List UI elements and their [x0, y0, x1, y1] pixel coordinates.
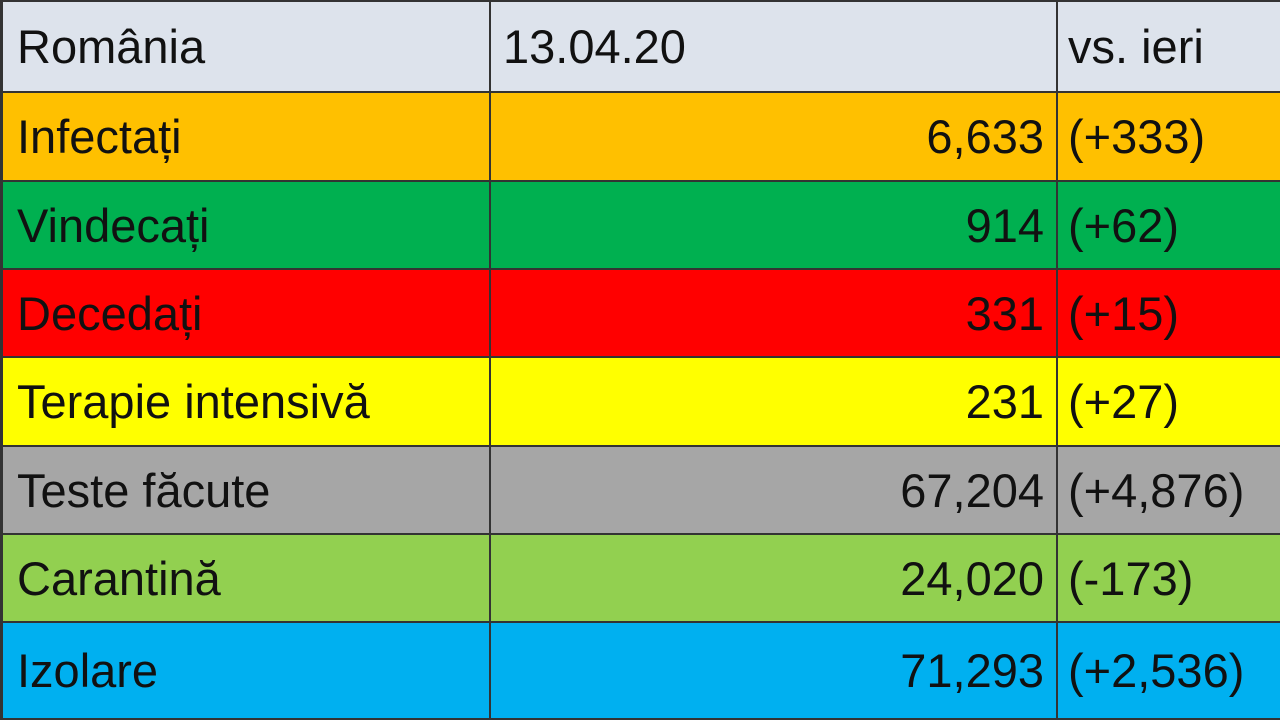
- row-value: 6,633: [491, 93, 1058, 182]
- row-change: (-173): [1058, 535, 1280, 623]
- row-label: Izolare: [0, 623, 491, 720]
- row-change: (+2,536): [1058, 623, 1280, 720]
- header-cell: România: [0, 0, 491, 93]
- row-label: Decedați: [0, 270, 491, 358]
- row-value: 67,204: [491, 447, 1058, 535]
- row-change: (+62): [1058, 182, 1280, 270]
- row-value: 24,020: [491, 535, 1058, 623]
- row-change: (+27): [1058, 358, 1280, 447]
- row-change: (+333): [1058, 93, 1280, 182]
- row-label: Terapie intensivă: [0, 358, 491, 447]
- row-label: Infectați: [0, 93, 491, 182]
- row-value: 331: [491, 270, 1058, 358]
- row-value: 71,293: [491, 623, 1058, 720]
- row-change: (+15): [1058, 270, 1280, 358]
- row-value: 914: [491, 182, 1058, 270]
- row-change: (+4,876): [1058, 447, 1280, 535]
- row-label: Carantină: [0, 535, 491, 623]
- row-label: Teste făcute: [0, 447, 491, 535]
- header-cell: 13.04.20: [491, 0, 1058, 93]
- header-cell: vs. ieri: [1058, 0, 1280, 93]
- row-label: Vindecați: [0, 182, 491, 270]
- row-value: 231: [491, 358, 1058, 447]
